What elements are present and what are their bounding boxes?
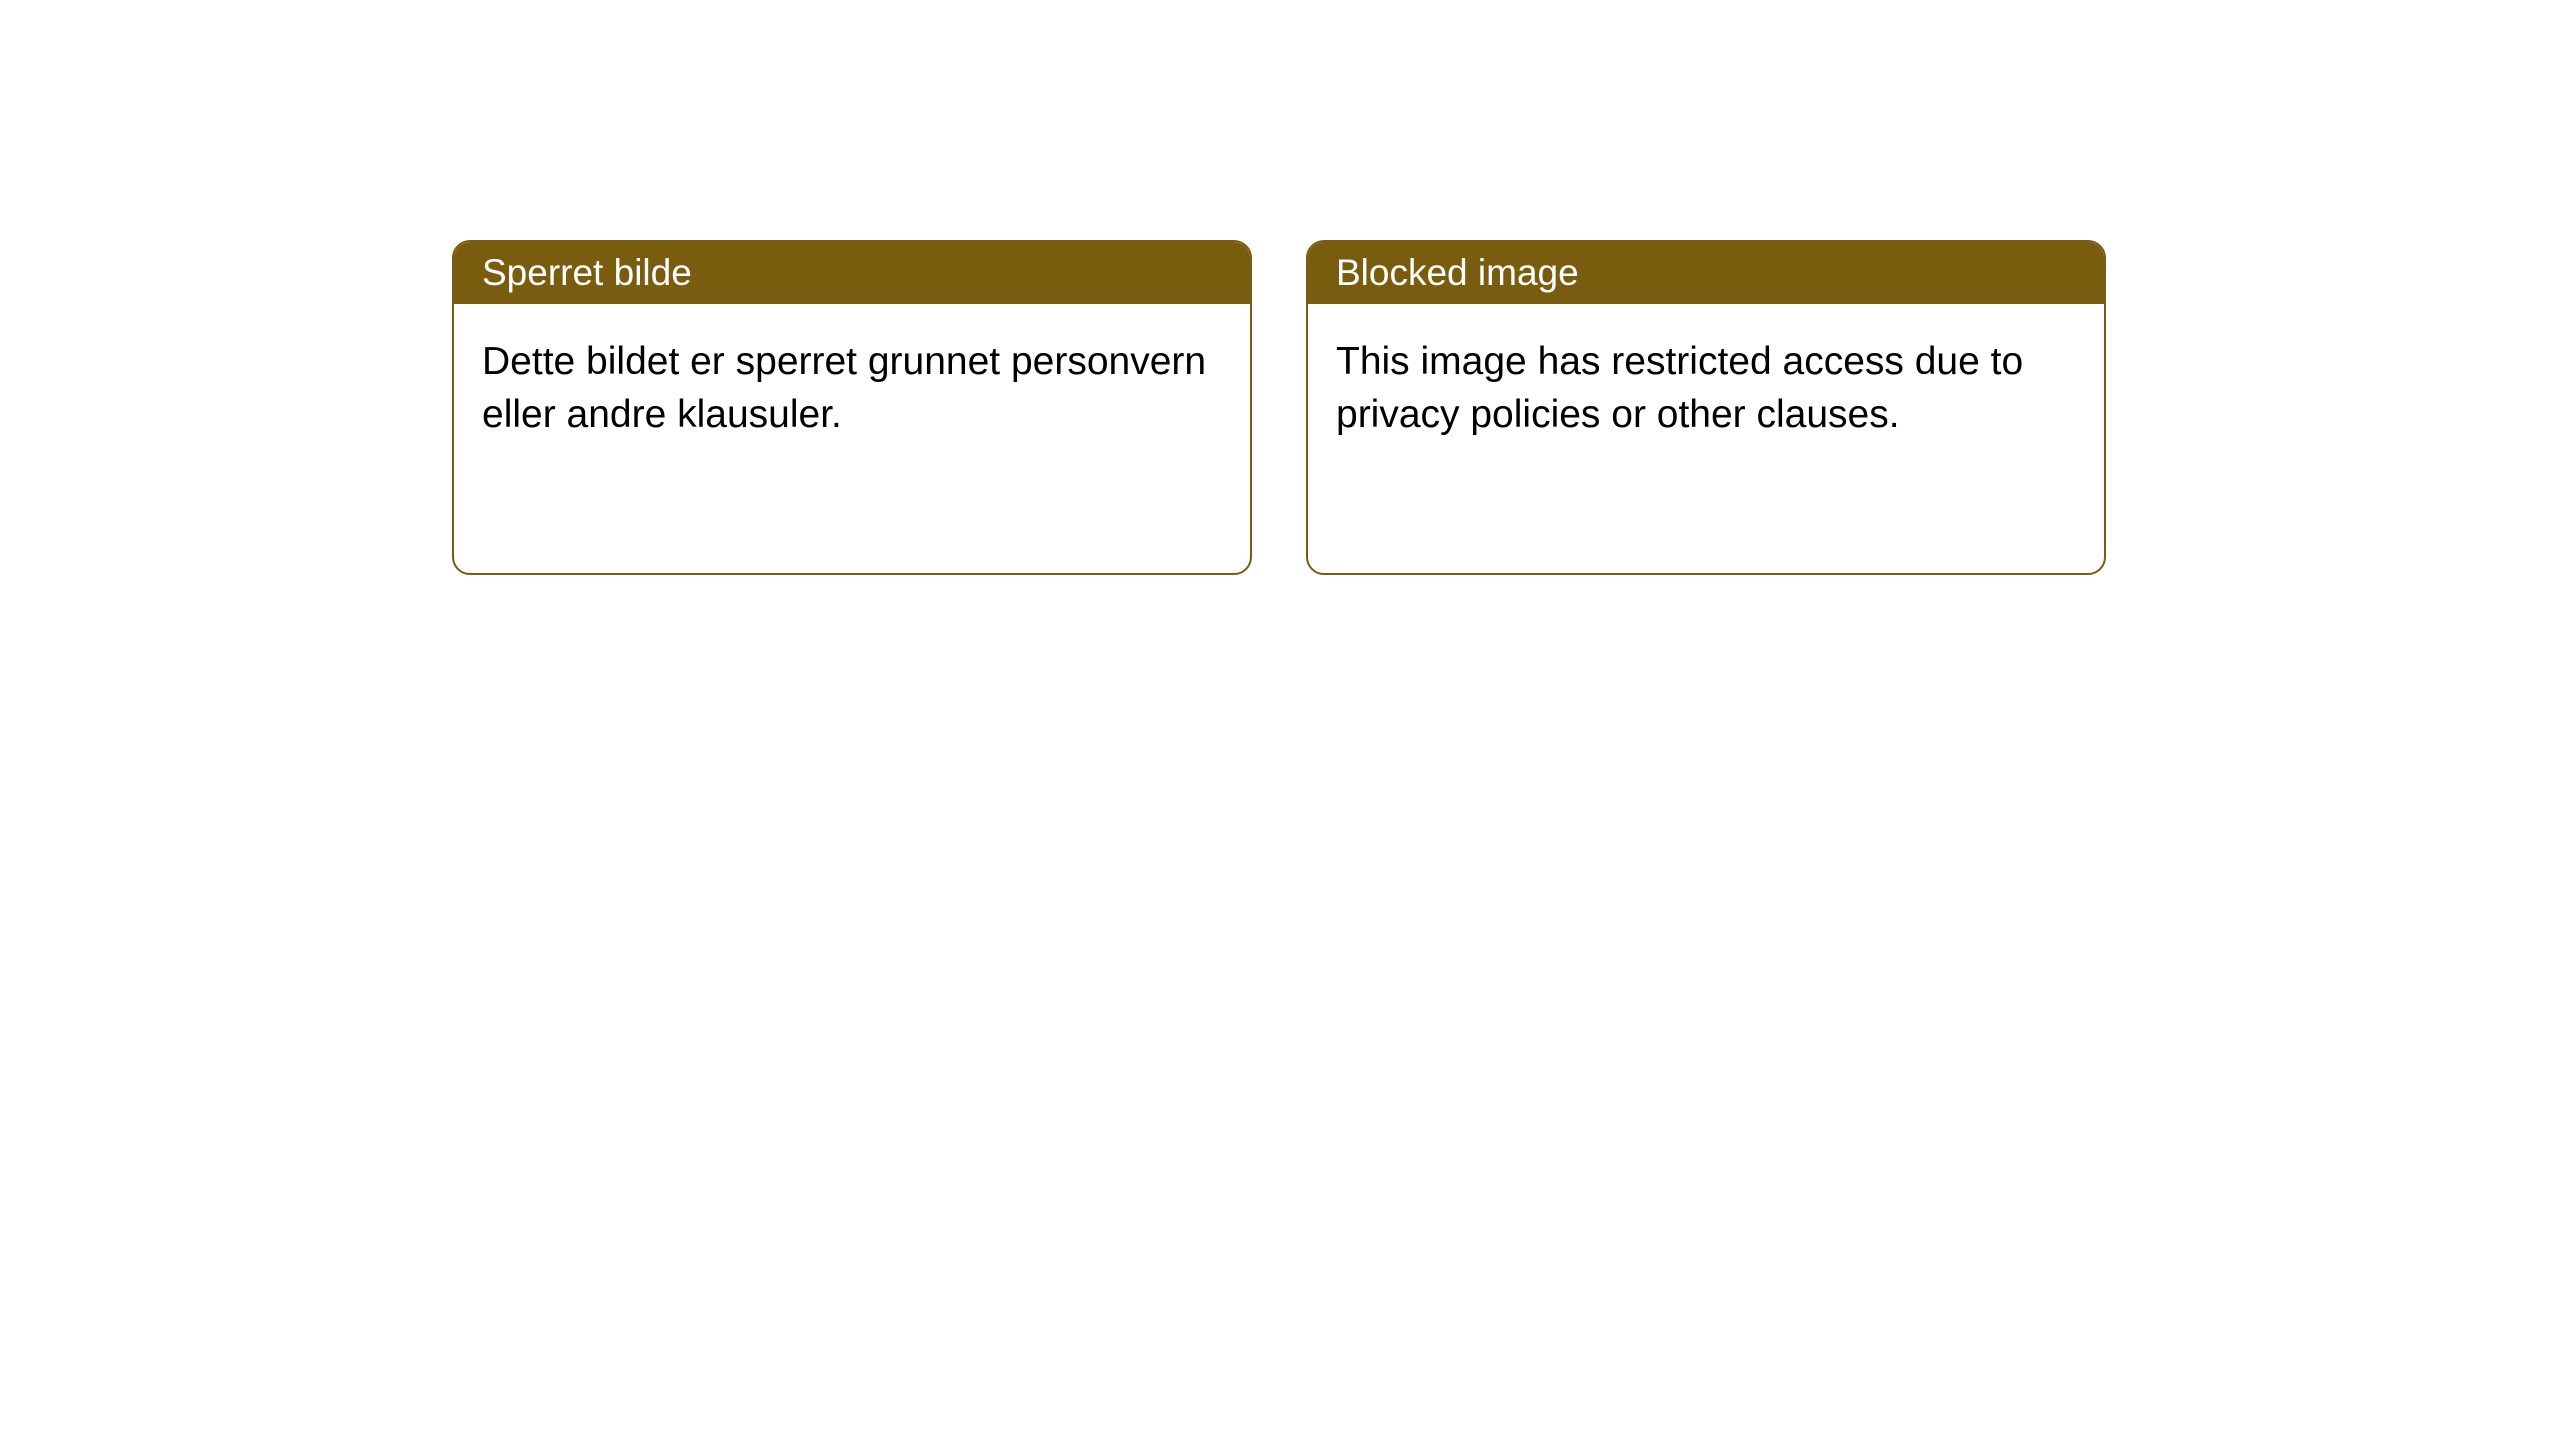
card-header: Blocked image xyxy=(1308,242,2104,304)
card-body-text: This image has restricted access due to … xyxy=(1336,340,2023,436)
card-title: Blocked image xyxy=(1336,252,1579,293)
card-english: Blocked image This image has restricted … xyxy=(1306,240,2106,575)
cards-container: Sperret bilde Dette bildet er sperret gr… xyxy=(452,240,2106,575)
card-header: Sperret bilde xyxy=(454,242,1250,304)
card-body: This image has restricted access due to … xyxy=(1308,304,2104,473)
card-title: Sperret bilde xyxy=(482,252,692,293)
card-body-text: Dette bildet er sperret grunnet personve… xyxy=(482,340,1206,436)
card-body: Dette bildet er sperret grunnet personve… xyxy=(454,304,1250,473)
card-norwegian: Sperret bilde Dette bildet er sperret gr… xyxy=(452,240,1252,575)
